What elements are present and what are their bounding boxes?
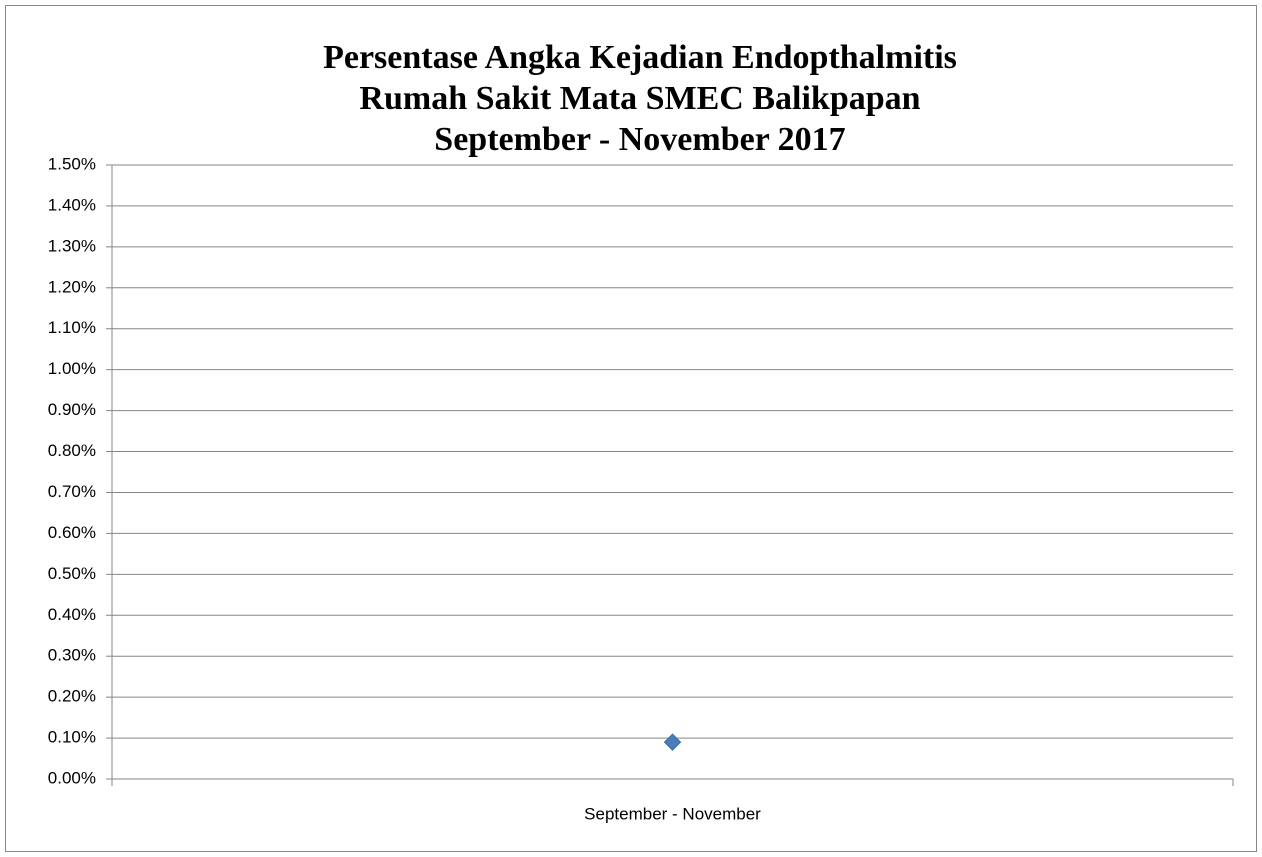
chart-border [5, 5, 1257, 852]
y-tick-label: 1.20% [48, 277, 96, 296]
y-tick-label: 0.60% [48, 523, 96, 542]
y-tick-label: 1.40% [48, 195, 96, 214]
y-tick-label: 0.30% [48, 646, 96, 665]
y-tick-label: 0.90% [48, 400, 96, 419]
y-tick-label: 1.50% [48, 154, 96, 173]
y-tick-label: 0.40% [48, 605, 96, 624]
y-tick-label: 0.10% [48, 728, 96, 747]
y-tick-label: 0.00% [48, 768, 96, 787]
data-point [663, 733, 682, 751]
chart-title: Rumah Sakit Mata SMEC Balikpapan [359, 80, 920, 117]
x-tick-label: September - November [584, 804, 761, 823]
y-tick-label: 1.30% [48, 236, 96, 255]
chart-title: September - November 2017 [434, 121, 845, 158]
y-tick-label: 0.70% [48, 482, 96, 501]
y-tick-label: 0.20% [48, 687, 96, 706]
y-tick-label: 1.00% [48, 359, 96, 378]
y-tick-label: 0.50% [48, 564, 96, 583]
y-tick-label: 0.80% [48, 441, 96, 460]
chart-title: Persentase Angka Kejadian Endopthalmitis [323, 39, 957, 76]
y-tick-label: 1.10% [48, 318, 96, 337]
